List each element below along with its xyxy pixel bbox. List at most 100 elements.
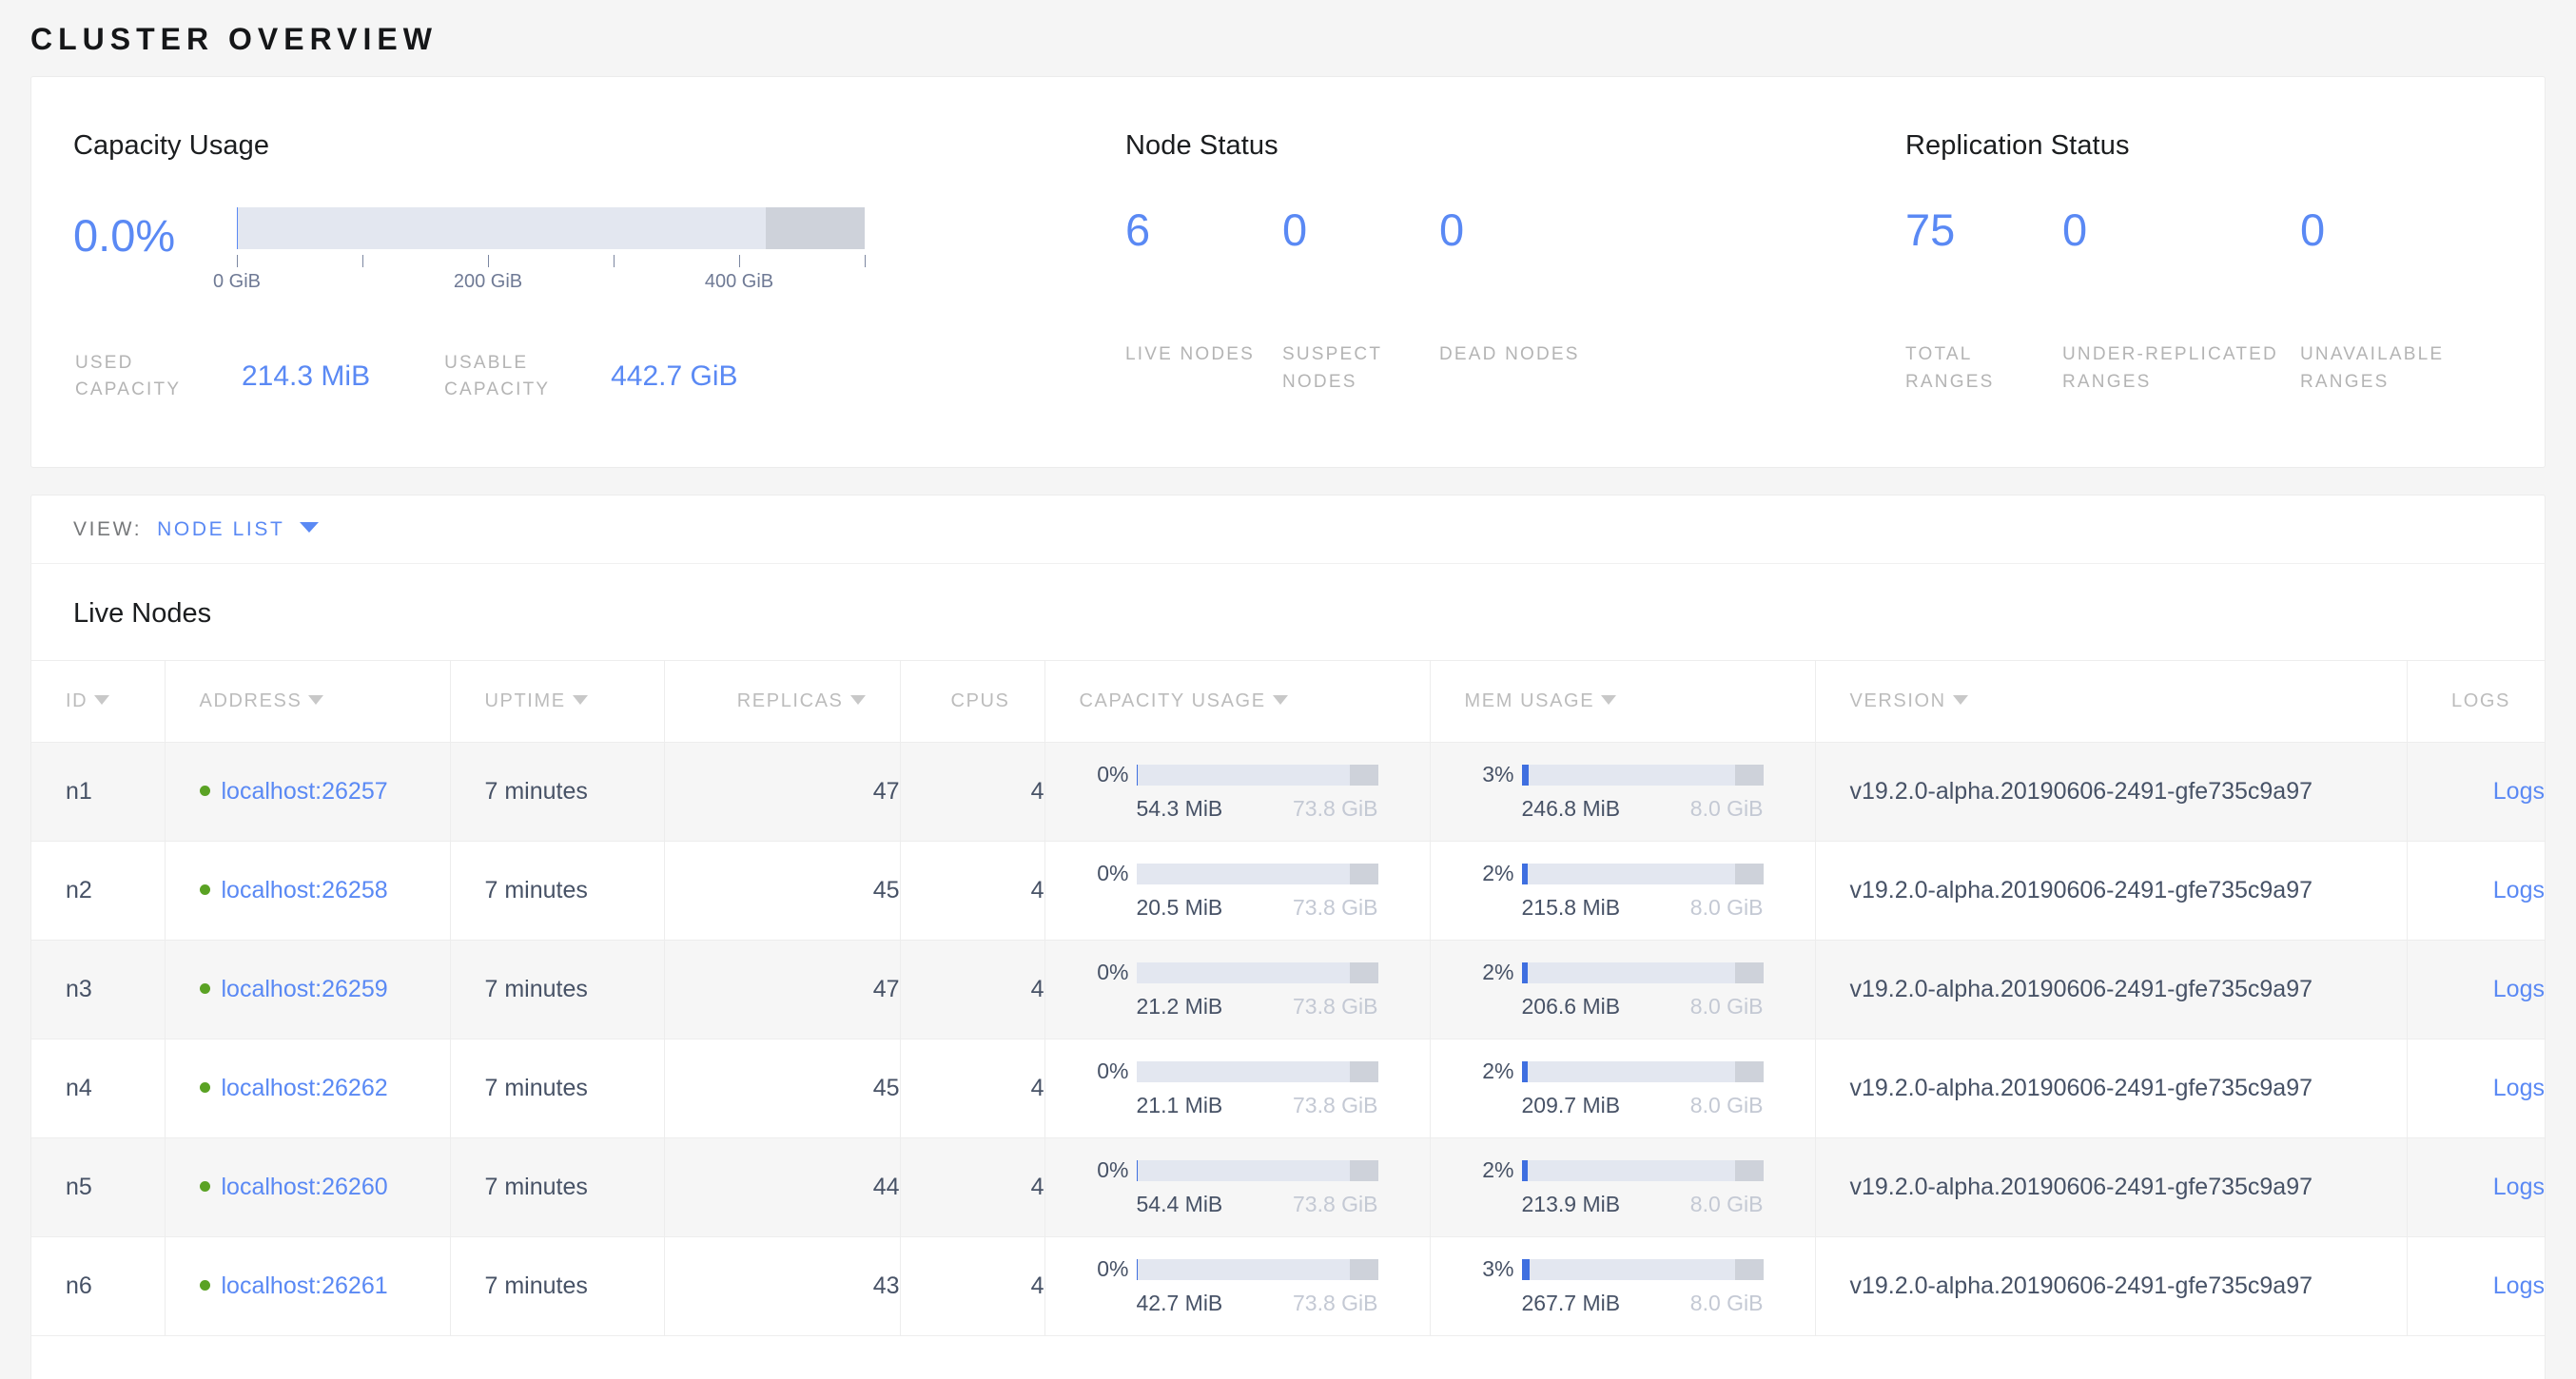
capacity-axis-tick — [865, 255, 866, 268]
mem-usage-percent: 2% — [1482, 1059, 1514, 1084]
mem-usage-bar-track — [1521, 764, 1764, 786]
logs-link[interactable]: Logs — [2492, 1174, 2545, 1201]
mem-usage-values: 209.7 MiB 8.0 GiB — [1522, 1093, 1764, 1118]
capacity-usage-values: 20.5 MiB 73.8 GiB — [1137, 895, 1378, 921]
logs-link[interactable]: Logs — [2492, 976, 2545, 1003]
table-row[interactable]: n3 localhost:26259 7 minutes 47 4 0% 21.2 MiB 7… — [31, 940, 2545, 1040]
stat-value: 0 — [1439, 204, 1465, 256]
node-status-dot-icon — [199, 983, 210, 995]
column-header-cpus: CPUS — [900, 660, 1045, 744]
chevron-down-icon[interactable] — [300, 522, 320, 534]
live-nodes-table: ID ADDRESS UPTIME REPLICAS CPUS CAPACITY USAG… — [31, 660, 2545, 1337]
capacity-usage-used: 54.3 MiB — [1136, 796, 1223, 822]
node-address-link[interactable]: localhost:26258 — [221, 877, 388, 904]
table-row[interactable]: n5 localhost:26260 7 minutes 44 4 0% 54.4 MiB 7… — [31, 1137, 2545, 1238]
cell-node-id: n1 — [31, 742, 166, 843]
capacity-usage-percent: 0% — [1097, 1059, 1129, 1084]
cell-node-id: n4 — [31, 1039, 166, 1139]
cell-uptime: 7 minutes — [450, 1137, 665, 1238]
stat-dead-nodes: 0 DEAD NODES — [1439, 207, 1596, 396]
mem-usage-total: 8.0 GiB — [1689, 1291, 1764, 1316]
mem-usage-bar-reserve — [1734, 961, 1764, 983]
sort-caret-icon[interactable] — [1601, 695, 1617, 706]
logs-link[interactable]: Logs — [2492, 778, 2545, 806]
cell-address: localhost:26260 — [165, 1137, 451, 1238]
capacity-usage-section: Capacity Usage 0.0% 0 GiB 200 GiB 400 GiB … — [31, 77, 1125, 467]
table-row[interactable]: n4 localhost:26262 7 minutes 45 4 0% 21.1 MiB 7… — [31, 1039, 2545, 1139]
logs-link[interactable]: Logs — [2492, 877, 2545, 904]
node-address-link[interactable]: localhost:26261 — [221, 1272, 388, 1300]
column-header-replicas[interactable]: REPLICAS — [664, 660, 901, 744]
mem-usage-percent: 2% — [1482, 960, 1514, 985]
mem-usage-values: 215.8 MiB 8.0 GiB — [1522, 895, 1764, 921]
stat-label: LIVE NODES — [1125, 344, 1256, 365]
column-header-uptime[interactable]: UPTIME — [450, 660, 665, 744]
column-header-version[interactable]: VERSION — [1815, 660, 2408, 744]
column-header-label: LOGS — [2451, 690, 2510, 712]
view-label: VIEW: — [73, 517, 143, 540]
mem-usage-bar-fill — [1521, 1258, 1530, 1280]
column-header-id[interactable]: ID — [31, 660, 166, 744]
capacity-usage-cell: 0% 54.4 MiB 73.8 GiB — [1044, 1137, 1431, 1238]
sort-caret-icon[interactable] — [308, 695, 324, 706]
cell-uptime: 7 minutes — [450, 742, 665, 843]
column-header-label: UPTIME — [484, 690, 566, 712]
stat-value: 0 — [1282, 204, 1308, 256]
stat-live-nodes: 6 LIVE NODES — [1125, 207, 1282, 396]
node-address-link[interactable]: localhost:26262 — [221, 1075, 388, 1102]
table-row[interactable]: n1 localhost:26257 7 minutes 47 4 0% 54.3 MiB 7… — [31, 742, 2545, 843]
capacity-gauge: 0.0% 0 GiB 200 GiB 400 GiB — [73, 207, 1125, 301]
node-address-link[interactable]: localhost:26257 — [221, 778, 388, 806]
sort-caret-icon[interactable] — [849, 695, 866, 706]
capacity-axis: 0 GiB 200 GiB 400 GiB — [213, 255, 866, 301]
stat-value: 0 — [2062, 204, 2088, 256]
usable-capacity-label: USABLE CAPACITY — [444, 353, 551, 399]
stat-label: TOTAL RANGES — [1905, 344, 1995, 392]
sort-caret-icon[interactable] — [1952, 695, 1968, 706]
capacity-usage-used: 54.4 MiB — [1136, 1192, 1223, 1217]
mem-usage-bar-track — [1521, 863, 1764, 884]
mem-usage-values: 206.6 MiB 8.0 GiB — [1522, 994, 1764, 1020]
sort-caret-icon[interactable] — [572, 695, 588, 706]
capacity-usage-percent: 0% — [1097, 1256, 1129, 1282]
sort-caret-icon[interactable] — [1272, 695, 1288, 706]
sort-caret-icon[interactable] — [94, 695, 110, 706]
capacity-usage-bar-reserve — [1349, 863, 1378, 884]
column-header-address[interactable]: ADDRESS — [165, 660, 451, 744]
column-header-mem_usage[interactable]: MEM USAGE — [1430, 660, 1816, 744]
mem-usage-percent: 2% — [1482, 1157, 1514, 1183]
cell-cpus: 4 — [900, 1137, 1045, 1238]
table-row[interactable]: n2 localhost:26258 7 minutes 45 4 0% 20.5 MiB 7… — [31, 841, 2545, 942]
column-header-label: CPUS — [950, 690, 1010, 712]
mem-usage-total: 8.0 GiB — [1689, 895, 1764, 921]
capacity-usage-bar-row: 0% — [1080, 1256, 1430, 1282]
capacity-usage-values: 21.1 MiB 73.8 GiB — [1137, 1093, 1378, 1118]
cell-cpus: 4 — [900, 940, 1045, 1040]
node-status-dot-icon — [199, 1280, 210, 1292]
logs-link[interactable]: Logs — [2492, 1272, 2545, 1300]
column-header-capacity_usage[interactable]: CAPACITY USAGE — [1044, 660, 1431, 744]
capacity-axis-tick-label: 0 GiB — [212, 271, 262, 293]
view-select-node-list[interactable]: NODE LIST — [157, 517, 285, 540]
mem-usage-values: 246.8 MiB 8.0 GiB — [1522, 796, 1764, 822]
cell-logs: Logs — [2407, 940, 2545, 1040]
mem-usage-cell: 3% 267.7 MiB 8.0 GiB — [1430, 1236, 1816, 1337]
capacity-usage-percent: 0% — [1097, 762, 1129, 787]
capacity-usage-bar-row: 0% — [1080, 960, 1430, 985]
mem-usage-used: 213.9 MiB — [1521, 1192, 1621, 1217]
view-selector-bar: VIEW: NODE LIST — [30, 495, 2546, 564]
mem-usage-bar-row: 3% — [1465, 1256, 1815, 1282]
cell-replicas: 47 — [664, 940, 901, 1040]
table-row[interactable]: n6 localhost:26261 7 minutes 43 4 0% 42.7 MiB 7… — [31, 1236, 2545, 1337]
capacity-usage-bar-reserve — [1349, 1060, 1378, 1082]
capacity-usage-bar-track — [1136, 863, 1378, 884]
capacity-axis-tick — [362, 255, 363, 268]
column-header-label: ID — [66, 690, 88, 712]
node-address-link[interactable]: localhost:26259 — [221, 976, 388, 1003]
capacity-axis-tick-label: 400 GiB — [704, 271, 774, 293]
capacity-bar-reserve — [766, 207, 865, 250]
node-status-dot-icon — [199, 884, 210, 896]
logs-link[interactable]: Logs — [2492, 1075, 2545, 1102]
node-address-link[interactable]: localhost:26260 — [221, 1174, 388, 1201]
node-status-stats: 6 LIVE NODES 0 SUSPECT NODES 0 DEAD NODES — [1125, 207, 1905, 396]
